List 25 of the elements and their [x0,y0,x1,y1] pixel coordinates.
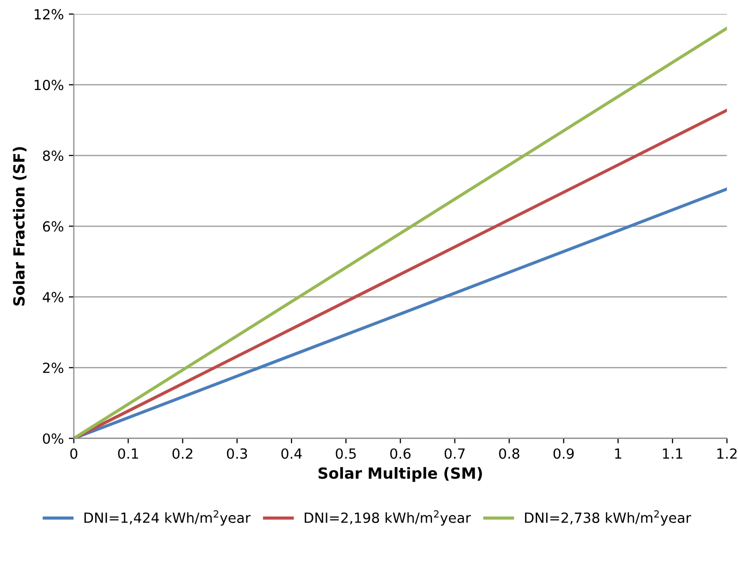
legend-label: DNI=2,198 kWh/m$^{2}$year [304,510,471,526]
x-tick-label: 0.6 [390,448,411,459]
x-tick-label: 0.4 [281,448,302,459]
x-axis-title: Solar Multiple (SM) [318,467,482,482]
x-tick-label: 0.5 [336,448,356,459]
y-tick-label: 0% [42,433,64,444]
x-tick-label: 0.3 [226,448,248,459]
y-axis-title: Solar Fraction (SF) [12,147,26,306]
y-tick-label: 8% [42,150,64,161]
y-tick-label: 10% [34,80,64,90]
x-tick-label: 0 [70,448,78,459]
y-tick-label: 4% [42,292,64,302]
x-tick-label: 0.2 [172,448,192,459]
x-tick-label: 1 [615,448,622,459]
x-tick-label: 0.1 [118,448,138,459]
y-tick-label: 12% [34,9,64,20]
legend-label: DNI=1,424 kWh/m$^{2}$year [84,510,251,526]
y-tick-label: 6% [43,221,64,232]
x-tick-label: 1.1 [662,448,682,459]
x-tick-label: 0.8 [499,448,520,459]
x-tick-label: 0.9 [554,448,574,459]
x-tick-label: 1.2 [717,448,737,459]
legend-label: DNI=2,738 kWh/m$^{2}$year [525,510,692,526]
x-tick-label: 0.7 [444,448,465,459]
y-tick-label: 2% [43,362,64,374]
